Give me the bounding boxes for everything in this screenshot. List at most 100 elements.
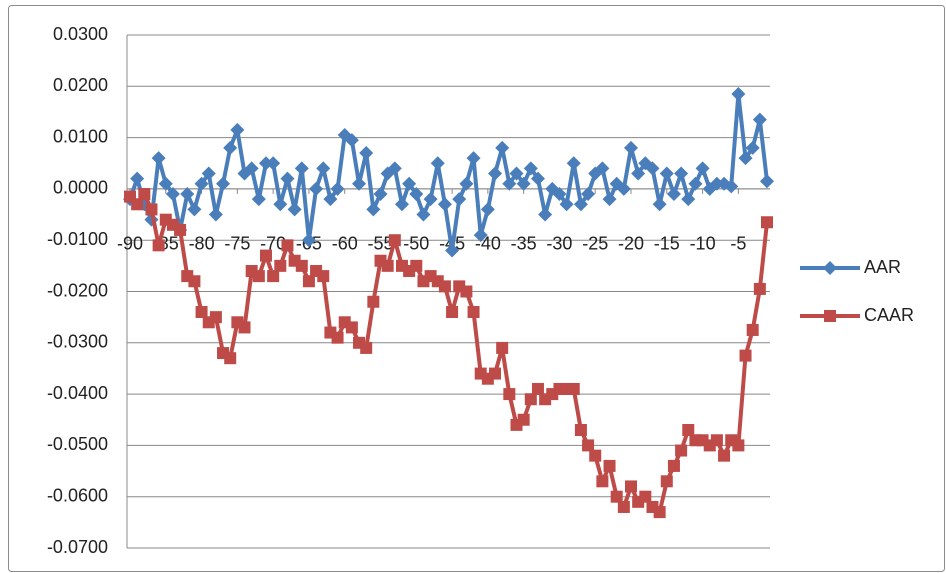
data-point xyxy=(273,197,288,212)
x-tick-label: -25 xyxy=(582,234,608,254)
data-point xyxy=(509,166,524,181)
data-point xyxy=(625,480,638,493)
data-point xyxy=(659,166,674,181)
data-point xyxy=(652,197,667,212)
data-point xyxy=(258,156,273,171)
x-tick-label: -60 xyxy=(332,234,358,254)
data-point xyxy=(138,188,151,201)
data-point xyxy=(761,216,773,229)
data-point xyxy=(596,475,609,488)
data-point xyxy=(610,490,623,503)
x-tick-label: -80 xyxy=(189,234,215,254)
data-point xyxy=(530,171,545,186)
data-point xyxy=(603,459,616,472)
data-point xyxy=(667,459,680,472)
data-point xyxy=(295,259,308,272)
x-tick-label: -50 xyxy=(403,234,429,254)
data-point xyxy=(452,192,467,207)
y-tick-label: 0.0300 xyxy=(53,24,108,44)
data-point xyxy=(238,321,251,334)
data-point xyxy=(195,306,208,319)
data-point xyxy=(381,259,394,272)
legend-label: AAR xyxy=(864,257,901,277)
x-tick-label: -70 xyxy=(260,234,286,254)
data-point xyxy=(552,187,567,202)
data-point xyxy=(559,197,574,212)
data-point xyxy=(188,275,201,288)
data-point xyxy=(724,179,739,194)
data-point xyxy=(409,187,424,202)
data-point xyxy=(366,202,381,217)
data-point xyxy=(531,382,544,395)
data-point xyxy=(130,171,145,186)
data-point xyxy=(224,352,237,365)
data-point xyxy=(360,341,373,354)
x-tick-label: -15 xyxy=(654,234,680,254)
data-point xyxy=(566,156,581,171)
data-point xyxy=(345,321,358,334)
data-point xyxy=(430,156,445,171)
y-tick-label: 0.0000 xyxy=(53,178,108,198)
data-point xyxy=(602,192,617,207)
data-point xyxy=(208,207,223,222)
data-point xyxy=(388,234,401,247)
data-point xyxy=(731,86,746,101)
data-point xyxy=(681,192,696,207)
legend-label: CAAR xyxy=(864,305,914,325)
data-point xyxy=(624,140,639,155)
legend-marker xyxy=(823,261,837,275)
data-point xyxy=(267,270,280,283)
data-point xyxy=(739,349,752,362)
data-point xyxy=(287,202,302,217)
x-tick-label: -20 xyxy=(618,234,644,254)
data-point xyxy=(252,270,265,283)
data-point xyxy=(244,161,259,176)
data-point xyxy=(745,140,760,155)
data-point xyxy=(710,434,723,447)
data-point xyxy=(446,306,459,319)
data-point xyxy=(695,161,710,176)
data-point xyxy=(467,306,480,319)
data-point xyxy=(517,413,530,426)
y-tick-label: -0.0400 xyxy=(47,383,108,403)
data-point xyxy=(523,161,538,176)
data-point xyxy=(201,166,216,181)
data-point xyxy=(223,140,238,155)
data-point xyxy=(423,192,438,207)
data-point xyxy=(459,176,474,191)
data-point xyxy=(387,161,402,176)
y-tick-label: -0.0200 xyxy=(47,280,108,300)
data-point xyxy=(488,166,503,181)
data-point xyxy=(145,203,158,216)
data-point xyxy=(394,197,409,212)
y-tick-label: -0.0500 xyxy=(47,434,108,454)
data-point xyxy=(274,259,287,272)
data-point xyxy=(230,122,245,137)
data-point xyxy=(746,323,759,336)
data-point xyxy=(323,192,338,207)
x-tick-label: -35 xyxy=(511,234,537,254)
x-tick-label: -5 xyxy=(730,234,746,254)
data-point xyxy=(266,156,281,171)
data-point xyxy=(495,140,510,155)
data-point xyxy=(738,151,753,166)
data-point xyxy=(473,228,488,243)
data-point xyxy=(752,112,767,127)
data-point xyxy=(309,181,324,196)
data-point xyxy=(573,197,588,212)
data-point xyxy=(367,295,380,308)
data-point xyxy=(639,490,652,503)
data-point xyxy=(187,202,202,217)
data-point xyxy=(688,176,703,191)
y-tick-label: 0.0100 xyxy=(53,126,108,146)
data-point xyxy=(682,424,695,437)
data-point xyxy=(709,176,724,191)
data-point xyxy=(280,171,295,186)
data-point xyxy=(216,176,231,191)
data-point xyxy=(344,133,359,148)
data-point xyxy=(445,243,460,258)
y-tick-label: -0.0600 xyxy=(47,485,108,505)
x-tick-label: -10 xyxy=(690,234,716,254)
data-point xyxy=(516,176,531,191)
data-point xyxy=(538,207,553,222)
